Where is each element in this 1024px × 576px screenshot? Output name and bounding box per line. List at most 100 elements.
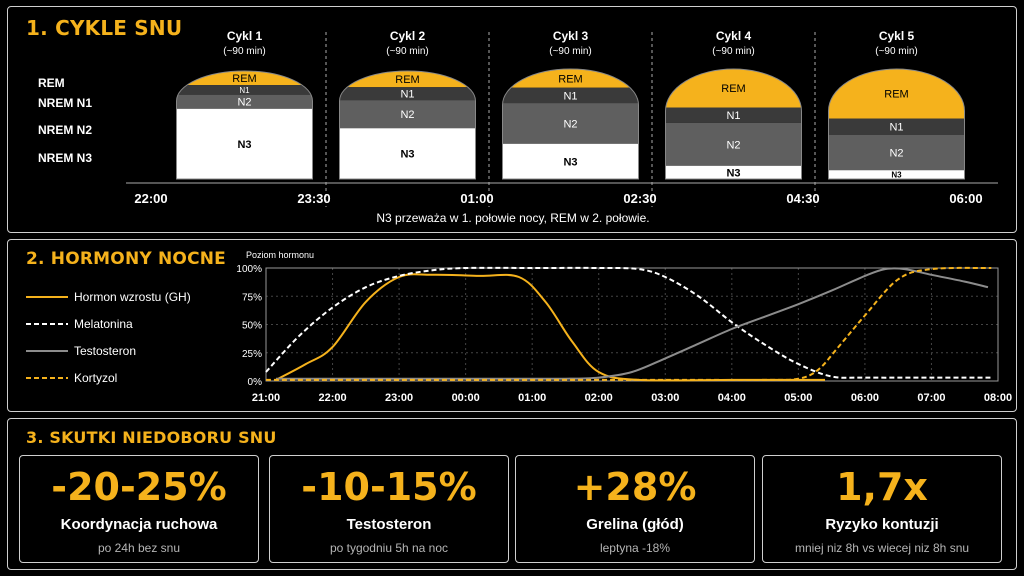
stage-segment-n3 <box>339 128 476 179</box>
stage-segment-label: N2 <box>563 118 577 130</box>
x-tick-label: 06:00 <box>851 392 879 404</box>
stage-segment-label: REM <box>395 74 419 86</box>
cycle-name: Cykl 1 <box>227 29 263 43</box>
stat-label: Ryzyko kontuzji <box>825 516 939 533</box>
stage-segment-n1 <box>665 107 802 123</box>
stat-subtext: leptyna -18% <box>599 541 671 555</box>
stage-segment-label: N1 <box>726 110 740 122</box>
cycle-duration: (~90 min) <box>875 46 918 57</box>
stage-segment-n2 <box>176 94 313 109</box>
y-tick-label: 0% <box>248 377 263 388</box>
cycle-duration: (~90 min) <box>712 46 755 57</box>
cycle-outline <box>828 68 965 180</box>
cycle-duration: (~90 min) <box>223 46 266 57</box>
stage-segment-label: N2 <box>237 97 251 109</box>
stage-segment-label: REM <box>884 89 908 101</box>
series-line-3 <box>266 266 992 381</box>
stat-value: -10-15% <box>301 465 477 509</box>
stage-segment-n1 <box>828 118 965 135</box>
stage-segment-n1 <box>176 85 313 95</box>
sleep-cycles-title: 1. CYKLE SNU <box>26 16 183 40</box>
stage-segment-label: N2 <box>726 139 740 151</box>
stage-segment-label: REM <box>232 73 256 85</box>
stage-segment-label: N3 <box>891 170 902 179</box>
cycle-outline <box>176 70 313 180</box>
cycle-name: Cykl 4 <box>716 29 752 43</box>
stage-segment-label: N3 <box>237 139 251 151</box>
stat-card-injury-risk: 1,7x Ryzyko kontuzji mniej niz 8h vs wie… <box>762 455 1002 563</box>
stage-segment-label: N1 <box>889 122 903 134</box>
x-tick-label: 01:00 <box>518 392 546 404</box>
stage-segment-n3 <box>665 165 802 179</box>
x-tick-label: 07:00 <box>917 392 945 404</box>
stat-card-testosterone: -10-15% Testosteron po tygodniu 5h na no… <box>269 455 509 563</box>
x-tick-label: 00:00 <box>452 392 480 404</box>
stage-segment-label: N3 <box>726 167 740 179</box>
y-tick-label: 75% <box>242 292 262 303</box>
y-tick-label: 100% <box>236 264 262 275</box>
x-tick-label: 05:00 <box>784 392 812 404</box>
stage-segment-n2 <box>665 122 802 166</box>
stage-segment-n1 <box>502 87 639 104</box>
legend-label: Melatonina <box>74 317 133 331</box>
y-axis-title: Poziom hormonu <box>246 250 314 260</box>
stage-segment-label: N1 <box>239 86 250 95</box>
stage-segment-n1 <box>339 87 476 101</box>
y-tick-label: 25% <box>242 349 262 360</box>
stage-segment-label: N2 <box>400 109 414 121</box>
series-line-1 <box>265 266 992 379</box>
stage-segment-label: N1 <box>400 89 414 101</box>
cycle-outline <box>502 68 639 180</box>
stage-segment-n3 <box>502 143 639 179</box>
stat-subtext: mniej niz 8h vs wiecej niz 8h snu <box>794 541 970 555</box>
time-tick-label: 23:30 <box>297 191 330 206</box>
stage-label: REM <box>38 76 65 90</box>
stage-segment-n3 <box>176 108 313 179</box>
stage-segment-label: N2 <box>889 148 903 160</box>
stat-value: -20-25% <box>51 465 227 509</box>
x-tick-label: 21:00 <box>252 392 280 404</box>
series-line-2 <box>276 267 989 380</box>
stat-value: +28% <box>573 465 697 509</box>
stage-segment-label: N3 <box>563 156 577 168</box>
x-tick-label: 02:00 <box>585 392 613 404</box>
sleep-deprivation-title: 3. SKUTKI NIEDOBORU SNU <box>26 428 277 447</box>
stat-value: 1,7x <box>836 465 928 509</box>
stat-label: Koordynacja ruchowa <box>60 516 218 533</box>
sleep-deprivation-panel: 3. SKUTKI NIEDOBORU SNU -20-25% Koordyna… <box>7 418 1017 570</box>
stat-card-ghrelin: +28% Grelina (głód) leptyna -18% <box>515 455 755 563</box>
cycle-outline <box>339 70 476 180</box>
cycle-outline <box>665 68 802 180</box>
stat-subtext: po tygodniu 5h na noc <box>329 541 449 555</box>
stage-segment-label: N1 <box>563 90 577 102</box>
hormones-chart: Hormon wzrostu (GH) Melatonina Testosteron… <box>26 250 1012 404</box>
stage-segment-label: REM <box>558 73 582 85</box>
hormones-panel: 2. HORMONY NOCNE Hormon wzrostu (GH) Mela… <box>7 239 1017 412</box>
sleep-cycles-diagram: REM NREM N1 NREM N2 NREM N3 Cykl 1 (~90 min) R… <box>38 29 998 225</box>
stat-subtext: po 24h bez snu <box>97 541 181 555</box>
x-tick-label: 22:00 <box>318 392 346 404</box>
legend-label: Hormon wzrostu (GH) <box>74 290 191 304</box>
stage-segment-n2 <box>502 103 639 144</box>
cycle-duration: (~90 min) <box>386 46 429 57</box>
time-tick-label: 02:30 <box>623 191 656 206</box>
stat-label: Grelina (głód) <box>586 516 684 533</box>
stage-label: NREM N2 <box>38 123 92 137</box>
x-tick-label: 03:00 <box>651 392 679 404</box>
time-tick-label: 22:00 <box>134 191 167 206</box>
stage-segment-n3 <box>828 170 965 179</box>
stage-segment-label: REM <box>721 83 745 95</box>
time-tick-label: 01:00 <box>460 191 493 206</box>
x-tick-label: 08:00 <box>984 392 1012 404</box>
stage-label: NREM N3 <box>38 151 92 165</box>
legend-label: Testosteron <box>74 344 136 358</box>
x-tick-label: 23:00 <box>385 392 413 404</box>
cycles-caption: N3 przeważa w 1. połowie nocy, REM w 2. … <box>376 211 649 225</box>
hormones-title: 2. HORMONY NOCNE <box>26 249 226 269</box>
cycle-name: Cykl 3 <box>553 29 589 43</box>
cycle-duration: (~90 min) <box>549 46 592 57</box>
cycle-name: Cykl 5 <box>879 29 915 43</box>
stage-segment-n2 <box>339 100 476 129</box>
stage-segment-n2 <box>828 135 965 171</box>
stage-segment-label: N3 <box>400 149 414 161</box>
